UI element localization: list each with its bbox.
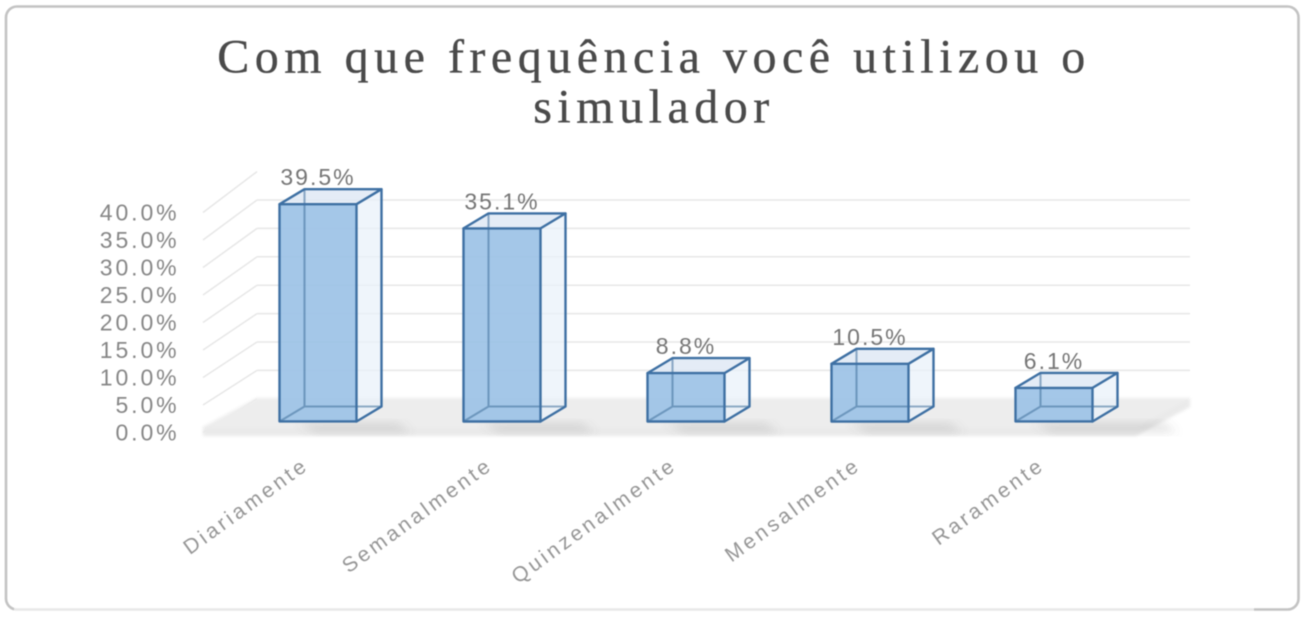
svg-text:10.5%: 10.5% [832, 324, 907, 350]
svg-text:5.0%: 5.0% [115, 392, 179, 418]
svg-text:30.0%: 30.0% [100, 255, 180, 281]
svg-text:39.5%: 39.5% [280, 164, 355, 190]
svg-text:15.0%: 15.0% [100, 337, 180, 363]
svg-text:10.0%: 10.0% [100, 365, 180, 391]
svg-text:8.8%: 8.8% [656, 333, 716, 359]
svg-text:40.0%: 40.0% [100, 200, 180, 226]
svg-text:6.1%: 6.1% [1024, 348, 1084, 374]
svg-text:simulador: simulador [533, 81, 774, 134]
svg-text:25.0%: 25.0% [100, 282, 180, 308]
svg-text:35.0%: 35.0% [100, 227, 180, 253]
svg-text:0.0%: 0.0% [115, 420, 179, 446]
svg-text:20.0%: 20.0% [100, 310, 180, 336]
svg-text:35.1%: 35.1% [464, 188, 539, 214]
svg-text:Com que frequência você utiliz: Com que frequência você utilizou o [217, 31, 1090, 84]
